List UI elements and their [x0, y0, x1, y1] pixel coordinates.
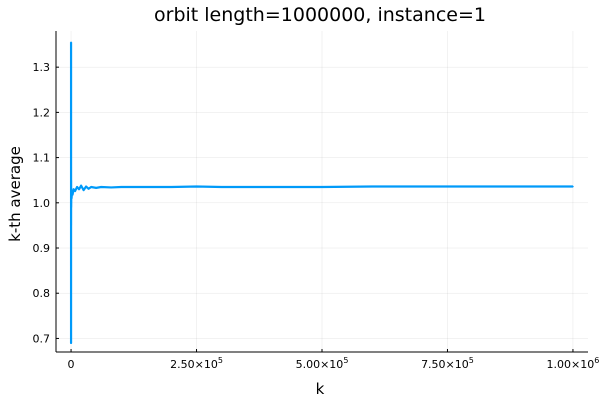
data-point	[572, 185, 574, 188]
data-point	[78, 188, 80, 191]
data-point	[70, 134, 72, 136]
x-tick-label: 2.50×105	[170, 356, 223, 371]
data-point	[195, 185, 198, 188]
data-point	[70, 179, 72, 181]
y-axis-label: k-th average	[6, 146, 24, 242]
data-point	[70, 41, 72, 44]
y-tick-label: 0.7	[33, 332, 51, 345]
y-tick-label: 1.3	[33, 61, 51, 74]
data-point	[120, 186, 123, 188]
series-layer	[69, 41, 574, 345]
data-point	[145, 186, 148, 188]
chart-title: orbit length=1000000, instance=1	[154, 4, 486, 26]
y-tick-label: 0.9	[33, 242, 51, 255]
data-point	[371, 185, 373, 188]
y-tick-label: 1.0	[33, 197, 51, 210]
y-tick-label: 1.1	[33, 152, 51, 165]
data-point	[100, 186, 102, 188]
data-point	[70, 224, 72, 227]
data-point	[421, 185, 424, 188]
data-point	[71, 193, 74, 196]
y-tick-label: 1.2	[33, 106, 51, 119]
data-point	[82, 189, 85, 191]
data-point	[220, 186, 223, 188]
data-point	[170, 186, 173, 188]
x-tick-mantissa: 7.50×10	[421, 358, 469, 371]
data-point	[471, 185, 474, 188]
x-tick-mantissa: 1.00×10	[547, 358, 595, 371]
data-point	[245, 186, 248, 188]
x-tick-exponent: 6	[594, 356, 599, 365]
data-point	[70, 265, 72, 267]
data-point	[70, 88, 72, 91]
data-point	[70, 301, 72, 304]
data-point	[521, 185, 524, 188]
data-point	[70, 197, 73, 200]
data-point	[71, 190, 73, 193]
x-tick-label: 0	[68, 358, 75, 371]
x-tick-label: 1.00×106	[547, 356, 600, 371]
x-tick-exponent: 5	[343, 356, 348, 365]
data-point	[80, 184, 82, 187]
x-tick-mantissa: 0	[68, 358, 75, 371]
x-axis-label: k	[316, 380, 325, 398]
y-ticks: 0.7 0.8 0.9 1.0 1.1 1.2 1.3	[33, 61, 59, 345]
data-point	[70, 165, 72, 168]
x-tick-label: 5.00×105	[296, 356, 349, 371]
data-point	[76, 186, 78, 188]
data-point	[72, 188, 75, 191]
data-point	[70, 342, 72, 344]
data-point	[95, 187, 97, 189]
data-point	[271, 186, 273, 188]
x-tick-mantissa: 5.00×10	[296, 358, 344, 371]
data-point	[110, 186, 113, 189]
data-point	[87, 187, 90, 190]
data-point	[70, 206, 72, 209]
x-tick-label: 7.50×105	[421, 356, 474, 371]
x-tick-mantissa: 2.50×10	[170, 358, 218, 371]
x-ticks: 0 2.50×105 5.00×105 7.50×105 1.00×106	[68, 349, 600, 371]
x-tick-exponent: 5	[218, 356, 223, 365]
data-point	[74, 190, 76, 192]
data-point	[85, 185, 87, 188]
grid	[56, 31, 588, 352]
data-point	[70, 192, 73, 195]
x-tick-exponent: 5	[469, 356, 474, 365]
data-point	[90, 186, 92, 188]
y-tick-label: 0.8	[33, 287, 51, 300]
data-point	[321, 186, 323, 188]
